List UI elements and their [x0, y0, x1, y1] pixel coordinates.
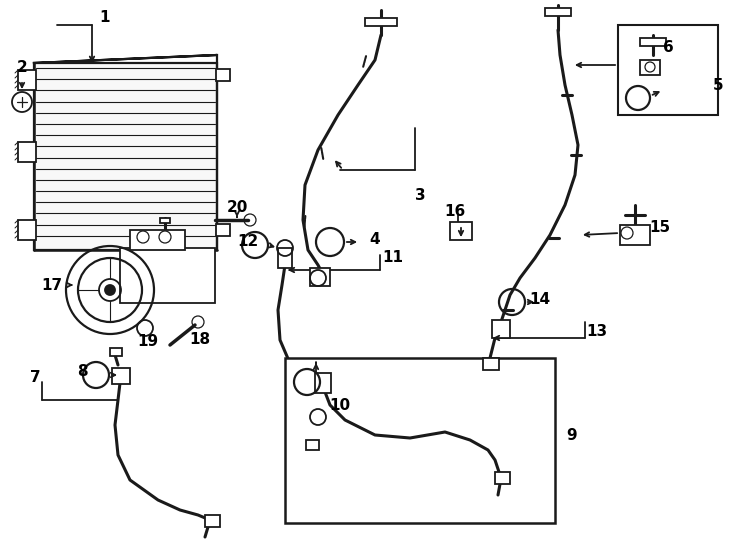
- Bar: [620, 225, 650, 245]
- Bar: [545, 8, 571, 16]
- Text: 18: 18: [189, 333, 211, 348]
- Text: 19: 19: [137, 334, 159, 349]
- Bar: [18, 142, 36, 162]
- Bar: [205, 515, 220, 527]
- Bar: [216, 224, 230, 236]
- Bar: [120, 248, 215, 303]
- Text: 15: 15: [650, 220, 671, 235]
- Bar: [492, 320, 510, 338]
- Bar: [130, 230, 185, 250]
- Bar: [495, 472, 510, 484]
- Bar: [483, 358, 499, 370]
- Text: 16: 16: [444, 205, 465, 219]
- Text: 4: 4: [370, 233, 380, 247]
- Bar: [34, 63, 217, 250]
- Text: 5: 5: [713, 78, 723, 92]
- Bar: [278, 248, 292, 268]
- Bar: [18, 220, 36, 240]
- Text: 9: 9: [567, 428, 578, 442]
- Text: 12: 12: [237, 234, 258, 249]
- Bar: [315, 373, 331, 393]
- Text: 6: 6: [663, 39, 673, 55]
- Bar: [618, 25, 718, 115]
- Text: 2: 2: [17, 60, 27, 76]
- Text: 17: 17: [41, 278, 62, 293]
- Bar: [306, 440, 319, 450]
- Text: 11: 11: [382, 251, 404, 266]
- Bar: [110, 348, 122, 356]
- Text: 7: 7: [29, 370, 40, 386]
- Bar: [365, 18, 397, 26]
- Text: 10: 10: [330, 397, 351, 413]
- Text: 13: 13: [586, 325, 608, 340]
- Text: 14: 14: [529, 293, 550, 307]
- Bar: [160, 218, 170, 223]
- Bar: [112, 368, 130, 384]
- Bar: [450, 222, 472, 240]
- Bar: [310, 268, 330, 286]
- Text: 3: 3: [415, 187, 425, 202]
- Bar: [18, 70, 36, 90]
- Bar: [640, 60, 660, 75]
- Bar: [640, 38, 666, 46]
- Text: 1: 1: [100, 10, 110, 25]
- Circle shape: [105, 285, 115, 295]
- Bar: [216, 69, 230, 81]
- Bar: [285, 358, 555, 523]
- Text: 8: 8: [76, 364, 87, 380]
- Text: 20: 20: [226, 199, 247, 214]
- Polygon shape: [34, 55, 217, 63]
